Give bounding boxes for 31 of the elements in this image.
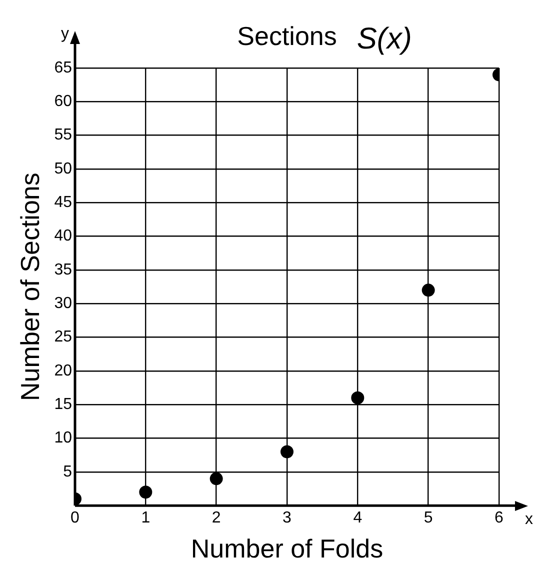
text: y (60, 25, 69, 42)
x-tick-label: 6 (494, 510, 504, 527)
x-tick-label: 0 (70, 510, 80, 527)
text: S(x) (356, 22, 412, 56)
y-tick-label: 45 (54, 194, 72, 212)
y-tick-label: 30 (54, 295, 72, 312)
point (210, 472, 223, 486)
point (351, 391, 364, 404)
point (422, 284, 435, 297)
x-tick-label: 4 (353, 510, 362, 527)
x-tick-label: 3 (282, 510, 292, 527)
x-tick-label: 5 (424, 510, 433, 527)
y-tick-label: 25 (54, 328, 72, 346)
y-tick-label: 65 (54, 59, 72, 76)
y-tick-label: 55 (54, 126, 72, 144)
y-tick-label: 15 (54, 396, 72, 414)
y-tick-label: 10 (54, 430, 72, 447)
y-tick-label: 5 (63, 463, 72, 480)
chart-title: Sections (237, 21, 337, 52)
y-tick-label: 20 (54, 362, 72, 380)
y-tick-label: 50 (54, 160, 72, 178)
y-tick-label: 60 (54, 93, 72, 110)
y-tick-label: 35 (54, 261, 72, 278)
x-tick-label: 1 (141, 510, 150, 527)
y-axis-title: Number of Sections (14, 172, 45, 401)
point (139, 486, 152, 499)
text: x (525, 511, 533, 528)
y-tick-label: 40 (54, 228, 72, 245)
point (280, 445, 294, 458)
x-tick-label: 2 (212, 510, 221, 527)
x-axis-title: Number of Folds (190, 534, 384, 564)
